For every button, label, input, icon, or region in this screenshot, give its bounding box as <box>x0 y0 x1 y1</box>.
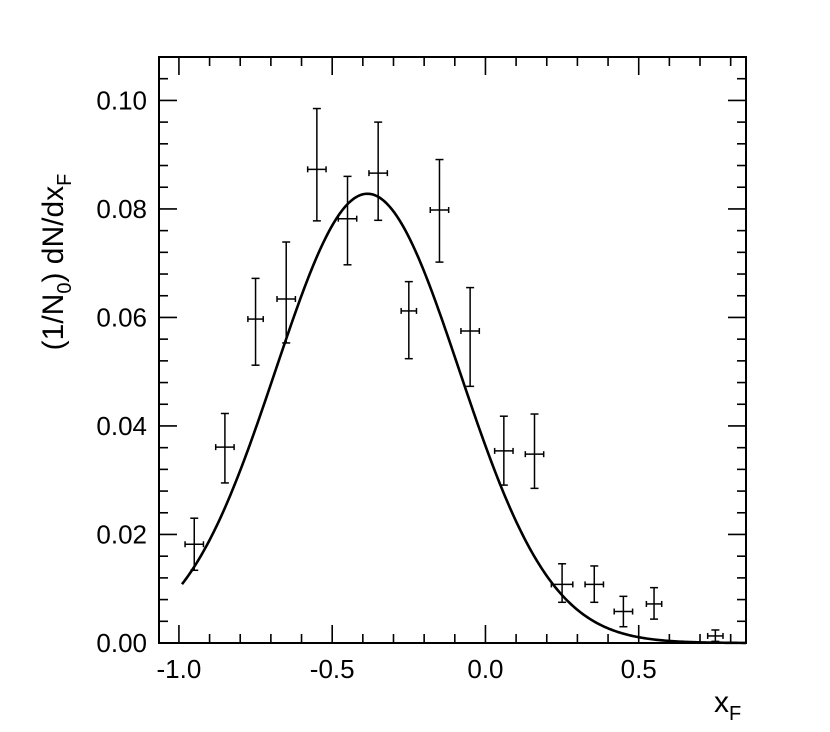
tick-labels: -1.0 -0.5 0.0 0.5 0.00 0.02 0.04 0.06 0.08 0.10 <box>96 85 656 684</box>
data-points <box>184 107 724 643</box>
data-point <box>276 241 297 344</box>
data-point <box>613 595 634 628</box>
axis-ticks <box>159 56 746 644</box>
data-point <box>524 413 545 490</box>
data-point <box>214 412 235 484</box>
y-axis-title-sub2: F <box>54 174 76 186</box>
data-point <box>460 286 481 388</box>
y-axis-title-sub1: 0 <box>54 283 76 294</box>
y-axis-title: (1/N0) dN/dxF <box>37 174 76 351</box>
y-tick-label: 0.00 <box>96 628 147 658</box>
y-axis-title-pre: (1/N <box>37 294 70 351</box>
x-tick-label: -0.5 <box>310 654 355 684</box>
y-tick-label: 0.02 <box>96 519 147 549</box>
data-point <box>550 563 574 604</box>
data-point <box>368 121 389 222</box>
data-point <box>184 517 205 572</box>
data-point <box>400 280 418 360</box>
data-point <box>584 565 605 604</box>
y-tick-label: 0.10 <box>96 85 147 115</box>
x-axis-title: xF <box>714 686 741 725</box>
data-point <box>306 107 327 222</box>
data-point <box>247 277 264 366</box>
x-tick-label: 0.5 <box>621 654 657 684</box>
fit-curve <box>180 192 747 645</box>
x-axis-title-sub: F <box>729 703 741 725</box>
y-tick-label: 0.04 <box>96 411 147 441</box>
data-point <box>645 586 663 620</box>
x-tick-label: 0.0 <box>467 654 503 684</box>
data-point <box>706 629 724 643</box>
x-axis-title-main: x <box>714 686 729 719</box>
y-axis-title-mid: ) dN/dx <box>37 186 70 283</box>
y-tick-label: 0.06 <box>96 302 147 332</box>
data-point <box>337 175 358 266</box>
y-tick-label: 0.08 <box>96 194 147 224</box>
x-tick-label: -1.0 <box>157 654 202 684</box>
plot-frame <box>158 56 747 644</box>
data-point <box>429 158 450 263</box>
data-point <box>493 415 514 486</box>
